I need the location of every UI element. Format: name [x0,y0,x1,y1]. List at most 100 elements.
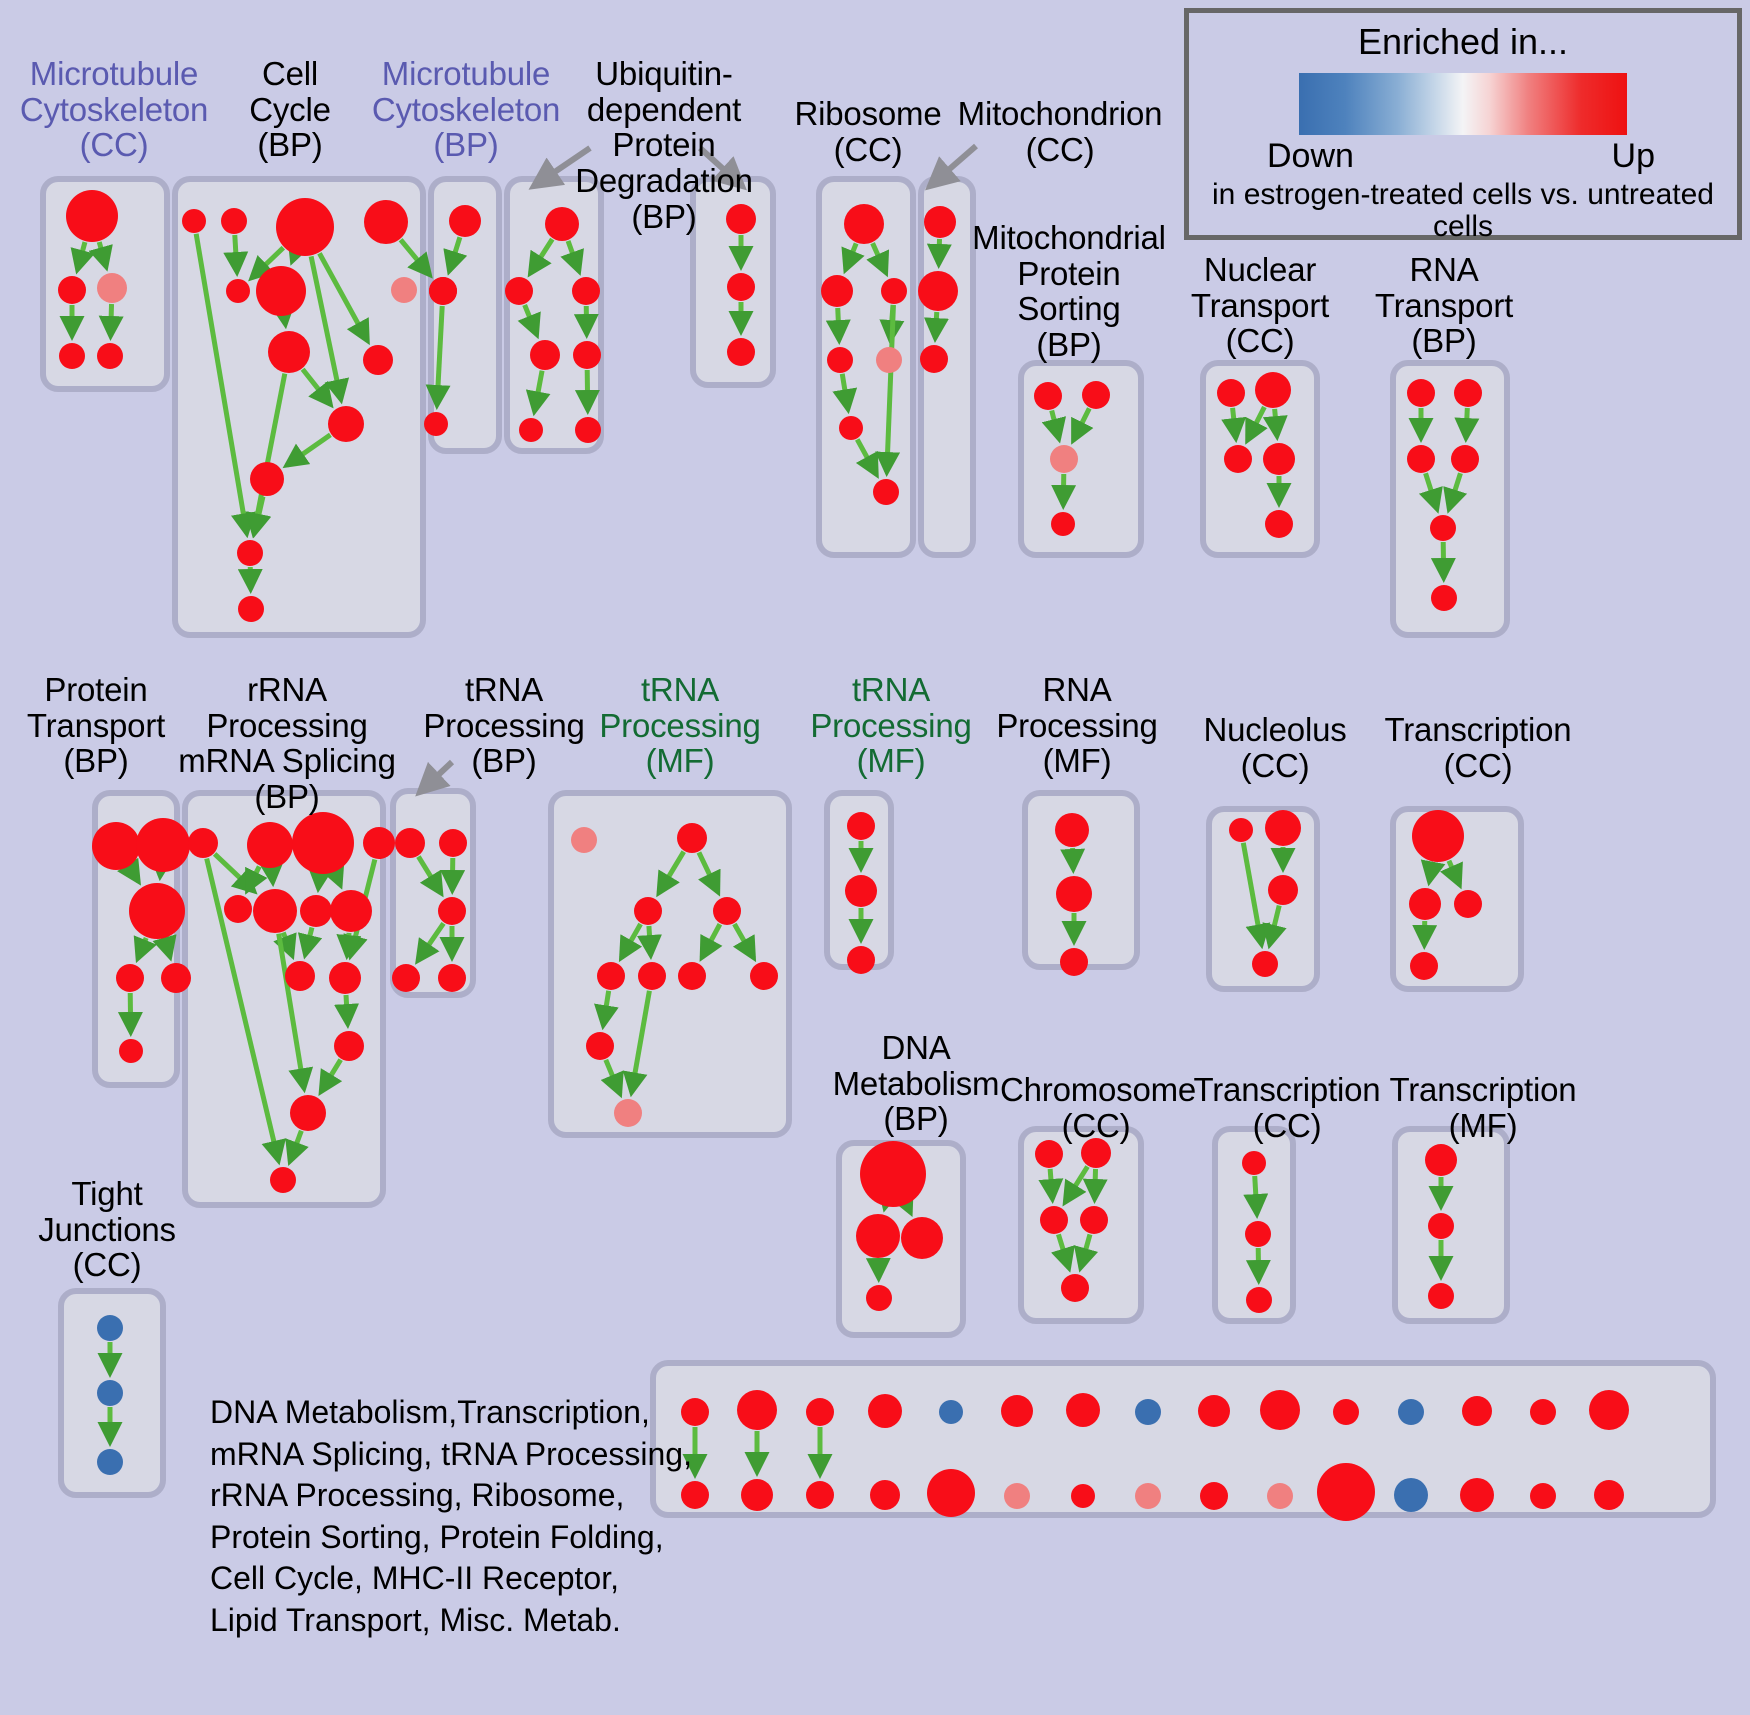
graph-node[interactable] [881,278,907,304]
graph-node[interactable] [614,1099,642,1127]
graph-node[interactable] [129,883,185,939]
graph-node[interactable] [1425,1144,1457,1176]
graph-node[interactable] [1066,1393,1100,1427]
graph-node[interactable] [1430,515,1456,541]
graph-node[interactable] [247,822,293,868]
graph-node[interactable] [868,1394,902,1428]
graph-node[interactable] [839,416,863,440]
graph-node[interactable] [1040,1206,1068,1234]
graph-node[interactable] [901,1217,943,1259]
graph-node[interactable] [1398,1399,1424,1425]
graph-node[interactable] [1407,379,1435,407]
graph-node[interactable] [226,279,250,303]
graph-node[interactable] [270,1167,296,1193]
graph-node[interactable] [1431,585,1457,611]
graph-node[interactable] [586,1032,614,1060]
graph-node[interactable] [58,276,86,304]
graph-node[interactable] [429,277,457,305]
graph-node[interactable] [927,1469,975,1517]
graph-node[interactable] [330,890,372,932]
graph-node[interactable] [237,540,263,566]
graph-node[interactable] [856,1214,900,1258]
graph-node[interactable] [1055,813,1089,847]
graph-node[interactable] [1589,1390,1629,1430]
graph-node[interactable] [727,273,755,301]
graph-node[interactable] [1594,1480,1624,1510]
graph-node[interactable] [1001,1395,1033,1427]
graph-node[interactable] [364,200,408,244]
graph-node[interactable] [571,827,597,853]
graph-node[interactable] [638,962,666,990]
graph-node[interactable] [1268,875,1298,905]
graph-node[interactable] [678,962,706,990]
graph-node[interactable] [750,962,778,990]
graph-node[interactable] [1200,1482,1228,1510]
graph-node[interactable] [844,204,884,244]
graph-node[interactable] [847,946,875,974]
graph-node[interactable] [1267,1483,1293,1509]
graph-node[interactable] [328,406,364,442]
graph-node[interactable] [573,341,601,369]
graph-node[interactable] [97,1380,123,1406]
graph-node[interactable] [1061,1274,1089,1302]
graph-node[interactable] [1080,1206,1108,1234]
graph-node[interactable] [391,277,417,303]
graph-node[interactable] [97,1315,123,1341]
graph-node[interactable] [918,271,958,311]
graph-node[interactable] [300,895,332,927]
graph-node[interactable] [97,343,123,369]
graph-node[interactable] [821,275,853,307]
graph-node[interactable] [727,338,755,366]
graph-node[interactable] [870,1480,900,1510]
graph-node[interactable] [1451,445,1479,473]
graph-node[interactable] [1412,810,1464,862]
graph-node[interactable] [920,345,948,373]
graph-node[interactable] [1428,1283,1454,1309]
graph-node[interactable] [1242,1151,1266,1175]
graph-node[interactable] [276,198,334,256]
graph-node[interactable] [238,596,264,622]
graph-node[interactable] [1462,1396,1492,1426]
graph-node[interactable] [545,207,579,241]
graph-node[interactable] [1410,952,1438,980]
graph-node[interactable] [1260,1390,1300,1430]
graph-node[interactable] [66,190,118,242]
graph-node[interactable] [136,818,190,872]
graph-node[interactable] [737,1390,777,1430]
graph-node[interactable] [681,1481,709,1509]
graph-node[interactable] [741,1479,773,1511]
graph-node[interactable] [681,1398,709,1426]
graph-node[interactable] [845,875,877,907]
graph-node[interactable] [530,340,560,370]
graph-node[interactable] [329,962,361,994]
graph-node[interactable] [873,479,899,505]
graph-node[interactable] [1407,445,1435,473]
graph-node[interactable] [726,204,756,234]
graph-node[interactable] [1135,1399,1161,1425]
graph-node[interactable] [268,331,310,373]
graph-node[interactable] [59,343,85,369]
graph-node[interactable] [334,1031,364,1061]
graph-node[interactable] [253,889,297,933]
graph-node[interactable] [188,828,218,858]
graph-node[interactable] [92,822,140,870]
graph-node[interactable] [1454,379,1482,407]
graph-node[interactable] [1034,382,1062,410]
graph-node[interactable] [634,897,662,925]
graph-node[interactable] [1224,445,1252,473]
graph-node[interactable] [182,209,206,233]
graph-node[interactable] [1060,948,1088,976]
graph-node[interactable] [116,964,144,992]
graph-node[interactable] [866,1285,892,1311]
graph-node[interactable] [1050,445,1078,473]
graph-node[interactable] [847,812,875,840]
graph-node[interactable] [1198,1395,1230,1427]
graph-node[interactable] [572,277,600,305]
graph-node[interactable] [363,345,393,375]
graph-node[interactable] [575,417,601,443]
graph-node[interactable] [1255,372,1291,408]
graph-node[interactable] [1460,1478,1494,1512]
graph-node[interactable] [97,273,127,303]
graph-node[interactable] [505,277,533,305]
graph-node[interactable] [860,1141,926,1207]
